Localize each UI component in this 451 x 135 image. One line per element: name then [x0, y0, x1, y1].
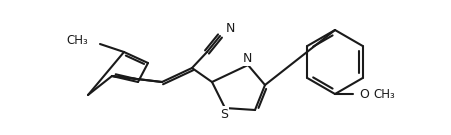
Text: CH₃: CH₃	[66, 35, 88, 48]
Text: N: N	[226, 21, 235, 35]
Text: O: O	[358, 87, 368, 100]
Text: S: S	[220, 107, 227, 121]
Text: CH₃: CH₃	[372, 87, 394, 100]
Text: N: N	[242, 51, 251, 65]
